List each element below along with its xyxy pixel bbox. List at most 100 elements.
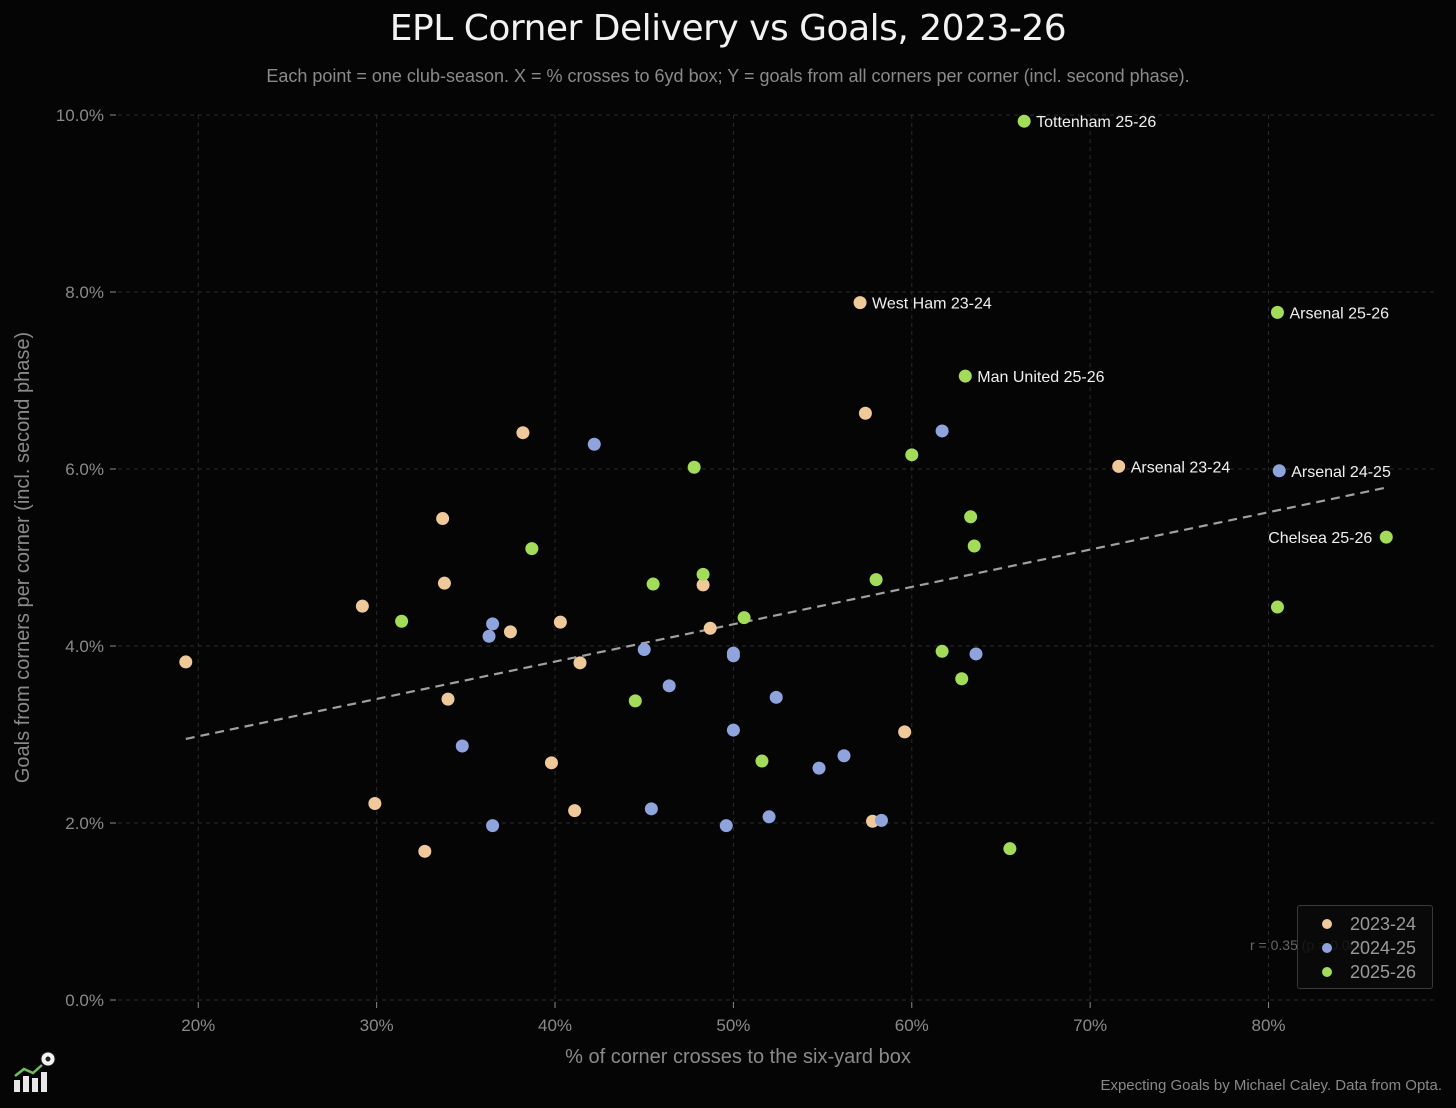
data-point-2023-24 [441, 692, 455, 706]
legend-item-2023-24: 2023-24 [1308, 912, 1422, 936]
data-point-2025-26 [1379, 530, 1393, 544]
point-annotation: Man United 25-26 [977, 369, 1104, 386]
y-tick-label: 6.0% [65, 460, 104, 479]
point-annotation: Chelsea 25-26 [1268, 530, 1372, 547]
data-point-2023-24 [696, 578, 710, 592]
data-point-2023-24 [368, 797, 382, 811]
legend-dot-2024-25 [1322, 943, 1332, 953]
y-tick-label: 10.0% [56, 106, 104, 125]
data-point-2025-26 [1270, 600, 1284, 614]
data-point-2023-24 [179, 655, 193, 669]
data-point-2024-25 [837, 749, 851, 763]
data-point-2023-24 [568, 804, 582, 818]
data-point-2023-24 [418, 844, 432, 858]
legend-dot-2023-24 [1322, 919, 1332, 929]
data-point-2023-24 [853, 296, 867, 310]
data-point-2023-24 [858, 406, 872, 420]
data-point-2024-25 [812, 761, 826, 775]
point-annotation: West Ham 23-24 [872, 296, 992, 313]
data-point-2024-25 [637, 643, 651, 657]
y-tick-label: 8.0% [65, 283, 104, 302]
data-point-2023-24 [437, 576, 451, 590]
bar-chart-football-icon [14, 1051, 56, 1092]
data-point-2024-25 [486, 819, 500, 833]
data-point-2024-25 [644, 802, 658, 816]
legend-label: 2025-26 [1350, 961, 1417, 982]
legend-label: 2023-24 [1350, 913, 1417, 934]
x-tick-label: 70% [1073, 1016, 1107, 1035]
data-point-2023-24 [544, 756, 558, 770]
data-point-2023-24 [516, 426, 530, 440]
data-point-2024-25 [1272, 464, 1286, 478]
data-points [179, 114, 1393, 858]
data-point-2025-26 [737, 611, 751, 625]
x-tick-label: 80% [1252, 1016, 1286, 1035]
data-point-2024-25 [969, 647, 983, 661]
grid-lines [118, 114, 1438, 1001]
data-point-2025-26 [395, 614, 409, 628]
data-point-2025-26 [869, 573, 883, 587]
point-annotation: Tottenham 25-26 [1036, 114, 1156, 131]
legend-item-2024-25: 2024-25 [1308, 936, 1422, 960]
data-point-2025-26 [646, 577, 660, 591]
footer-credit: Expecting Goals by Michael Caley. Data f… [1100, 1077, 1442, 1094]
point-annotation: Arsenal 24-25 [1291, 464, 1391, 481]
data-point-2025-26 [1003, 842, 1017, 856]
data-point-2025-26 [687, 460, 701, 474]
x-tick-label: 40% [538, 1016, 572, 1035]
data-point-2023-24 [553, 615, 567, 629]
data-point-2025-26 [905, 448, 919, 462]
point-annotation: Arsenal 25-26 [1289, 305, 1389, 322]
data-point-2024-25 [769, 690, 783, 704]
data-point-2025-26 [525, 542, 539, 556]
data-point-2024-25 [662, 679, 676, 693]
data-point-2023-24 [355, 599, 369, 613]
data-point-2024-25 [726, 649, 740, 663]
data-point-2025-26 [696, 567, 710, 581]
trend-line [185, 486, 1387, 741]
data-point-2025-26 [1017, 114, 1031, 128]
data-point-2025-26 [935, 644, 949, 658]
data-point-2024-25 [587, 437, 601, 451]
y-tick-label: 4.0% [65, 637, 104, 656]
y-tick-label: 0.0% [65, 991, 104, 1010]
data-point-2024-25 [482, 629, 496, 643]
x-tick-label: 60% [895, 1016, 929, 1035]
data-point-2023-24 [703, 621, 717, 635]
data-point-2023-24 [503, 625, 517, 639]
chart-subtitle: Each point = one club-season. X = % cros… [266, 66, 1190, 86]
data-point-2025-26 [964, 510, 978, 524]
data-point-2023-24 [573, 656, 587, 670]
legend-item-2025-26: 2025-26 [1308, 960, 1422, 984]
data-point-2023-24 [1112, 459, 1126, 473]
data-point-2023-24 [898, 725, 912, 739]
y-tick-label: 2.0% [65, 814, 104, 833]
y-axis-label: Goals from corners per corner (incl. sec… [12, 332, 34, 783]
data-point-2025-26 [628, 694, 642, 708]
data-point-2025-26 [958, 369, 972, 383]
point-labels: West Ham 23-24 Arsenal 23-24 Arsenal 24-25… [872, 114, 1391, 547]
axes: 0.0% 2.0% 4.0% 6.0% 8.0% 10.0% 20% 30% 40% 50% 60%… [12, 106, 1286, 1068]
x-axis-label: % of corner crosses to the six-yard box [565, 1046, 911, 1068]
data-point-2024-25 [935, 424, 949, 438]
legend-label: 2024-25 [1350, 937, 1417, 958]
data-point-2024-25 [762, 810, 776, 824]
legend-dot-2025-26 [1322, 967, 1332, 977]
data-point-2025-26 [1270, 305, 1284, 319]
data-point-2023-24 [436, 512, 450, 526]
trendline [185, 486, 1387, 741]
data-point-2025-26 [967, 539, 981, 553]
data-point-2024-25 [726, 723, 740, 737]
x-tick-label: 50% [716, 1016, 750, 1035]
data-point-2025-26 [955, 672, 969, 686]
data-point-2024-25 [486, 617, 500, 631]
data-point-2024-25 [874, 813, 888, 827]
x-tick-label: 20% [181, 1016, 215, 1035]
x-tick-label: 30% [360, 1016, 394, 1035]
point-annotation: Arsenal 23-24 [1131, 459, 1231, 476]
data-point-2025-26 [755, 754, 769, 768]
data-point-2024-25 [719, 819, 733, 833]
chart-title: EPL Corner Delivery vs Goals, 2023-26 [389, 8, 1067, 49]
legend: 2023-24 2024-25 2025-26 [1297, 905, 1433, 989]
